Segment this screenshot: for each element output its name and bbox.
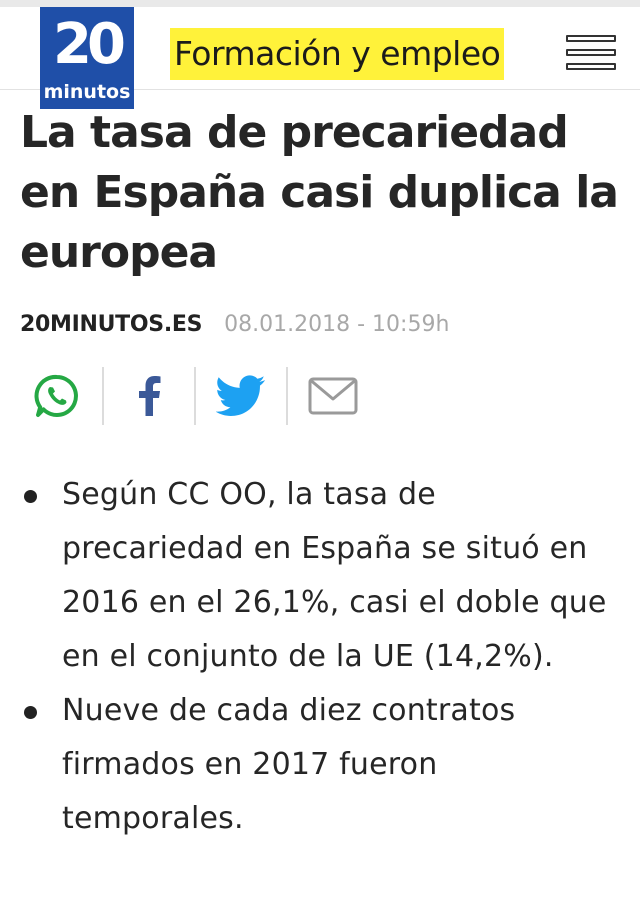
bullet-dot (24, 706, 37, 719)
email-share-button[interactable] (304, 366, 362, 426)
menu-bar (566, 49, 616, 56)
share-divider (102, 367, 104, 425)
twitter-icon (216, 375, 266, 416)
article-date: 08.01.2018 - 10:59h (224, 312, 450, 337)
summary-list: Según CC OO, la tasa de precariedad en E… (20, 468, 620, 846)
article-source[interactable]: 20MINUTOS.ES (20, 312, 203, 337)
bullet-dot (24, 490, 37, 503)
share-divider (194, 367, 196, 425)
byline: 20MINUTOS.ES 08.01.2018 - 10:59h (20, 310, 449, 340)
site-logo[interactable]: 20 minutos (40, 7, 134, 109)
menu-bar (566, 35, 616, 42)
menu-bar (566, 63, 616, 70)
share-bar (28, 366, 362, 426)
list-item: Nueve de cada diez contratos firmados en… (20, 684, 620, 846)
list-item: Según CC OO, la tasa de precariedad en E… (20, 468, 620, 684)
bullet-text: Según CC OO, la tasa de precariedad en E… (62, 477, 607, 674)
hamburger-menu-icon[interactable] (566, 35, 616, 77)
logo-word: minutos (43, 81, 131, 103)
email-icon (308, 377, 358, 415)
twitter-share-button[interactable] (212, 366, 270, 426)
share-divider (286, 367, 288, 425)
article-headline: La tasa de precariedad en España casi du… (20, 107, 619, 278)
top-border (0, 0, 640, 7)
facebook-icon (139, 376, 161, 416)
whatsapp-share-button[interactable] (28, 366, 86, 426)
section-label[interactable]: Formación y empleo (170, 28, 505, 80)
whatsapp-icon (34, 374, 78, 417)
bullet-text: Nueve de cada diez contratos firmados en… (62, 693, 516, 836)
logo-number: 20 (53, 12, 126, 77)
facebook-share-button[interactable] (120, 366, 178, 426)
